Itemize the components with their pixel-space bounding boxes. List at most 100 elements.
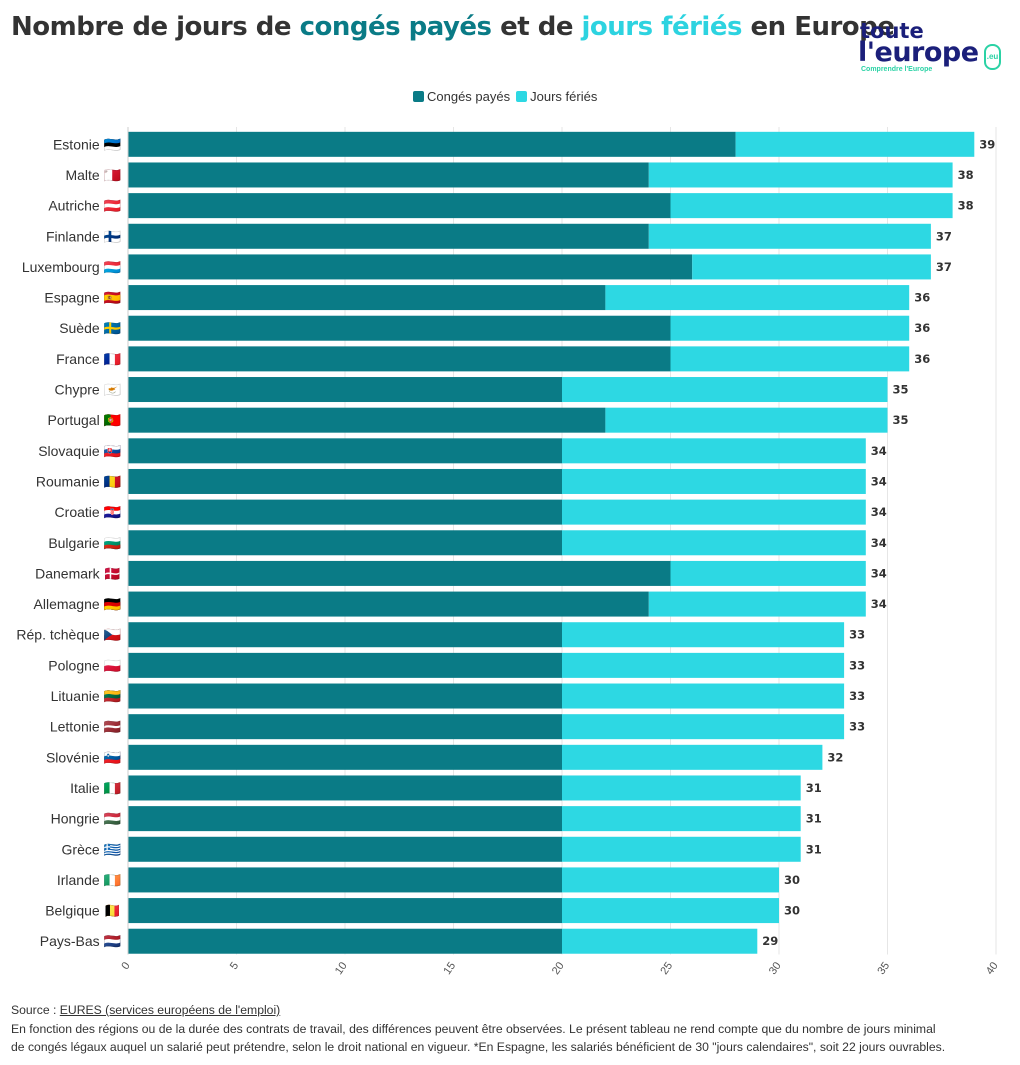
- bar-conges[interactable]: [128, 683, 562, 709]
- bar-feries[interactable]: [605, 407, 888, 433]
- logo-line1: toute: [860, 19, 924, 43]
- bar-feries[interactable]: [562, 438, 866, 464]
- bar-feries[interactable]: [670, 315, 910, 341]
- x-tick-label: 35: [875, 960, 892, 977]
- bar-feries[interactable]: [562, 652, 845, 678]
- bar-conges[interactable]: [128, 438, 562, 464]
- x-tick-label: 20: [550, 960, 567, 977]
- bar-feries[interactable]: [562, 622, 845, 648]
- bar-feries[interactable]: [670, 346, 910, 372]
- bar-conges[interactable]: [128, 867, 562, 893]
- bar-conges[interactable]: [128, 530, 562, 556]
- bar-feries[interactable]: [670, 193, 953, 219]
- category-label: Grèce 🇬🇷: [62, 841, 122, 857]
- bar-feries[interactable]: [605, 285, 910, 311]
- total-label: 38: [958, 168, 974, 182]
- bar-conges[interactable]: [128, 346, 671, 372]
- bar-conges[interactable]: [128, 254, 693, 280]
- bar-conges[interactable]: [128, 836, 562, 862]
- total-label: 33: [849, 720, 865, 734]
- bar-feries[interactable]: [562, 377, 888, 403]
- stacked-bar-chart: 0 5 10 15 20 25 30 35 40 39 Estonie 🇪🇪 38 Malte 🇲🇹 38…: [16, 127, 1001, 977]
- bar-feries[interactable]: [562, 468, 866, 494]
- bar-feries[interactable]: [562, 530, 866, 556]
- category-label: Portugal 🇵🇹: [48, 412, 122, 428]
- bar-feries[interactable]: [562, 775, 801, 801]
- x-tick-label: 5: [228, 960, 241, 972]
- bar-conges[interactable]: [128, 928, 562, 954]
- bar-conges[interactable]: [128, 131, 736, 157]
- category-label: Espagne 🇪🇸: [44, 290, 121, 306]
- title-accent-feries: jours fériés: [581, 12, 743, 42]
- bar-conges[interactable]: [128, 775, 562, 801]
- chart-title: Nombre de jours de congés payés et de jo…: [11, 12, 895, 42]
- bar-feries[interactable]: [562, 928, 758, 954]
- bar-conges[interactable]: [128, 315, 671, 341]
- category-label: Roumanie 🇷🇴: [36, 473, 122, 489]
- title-part1: Nombre de jours de: [11, 12, 300, 42]
- total-label: 34: [871, 505, 887, 519]
- total-label: 34: [871, 536, 887, 550]
- total-label: 36: [914, 291, 930, 305]
- bar-feries[interactable]: [562, 744, 823, 770]
- bar-feries[interactable]: [735, 131, 975, 157]
- bar-conges[interactable]: [128, 591, 649, 617]
- bar-feries[interactable]: [692, 254, 931, 280]
- legend-item-feries[interactable]: Jours fériés: [516, 89, 597, 104]
- bar-conges[interactable]: [128, 377, 562, 403]
- category-label: Bulgarie 🇧🇬: [48, 535, 121, 551]
- x-tick-label: 30: [767, 960, 784, 977]
- bar-conges[interactable]: [128, 714, 562, 740]
- bar-feries[interactable]: [648, 223, 931, 249]
- category-label: Irlande 🇮🇪: [57, 872, 122, 888]
- bar-feries[interactable]: [562, 499, 866, 525]
- total-label: 37: [936, 229, 952, 243]
- bar-conges[interactable]: [128, 806, 562, 832]
- total-label: 33: [849, 689, 865, 703]
- total-label: 32: [827, 750, 843, 764]
- source-link[interactable]: EURES (services européens de l'emploi): [59, 1003, 281, 1017]
- legend-item-conges[interactable]: Congés payés: [413, 89, 510, 104]
- bar-feries[interactable]: [562, 683, 845, 709]
- bar-feries[interactable]: [562, 867, 779, 893]
- title-accent-conges: congés payés: [299, 12, 492, 42]
- category-label: Finlande 🇫🇮: [46, 228, 122, 244]
- total-label: 30: [784, 904, 800, 918]
- category-label: Rép. tchèque 🇨🇿: [16, 627, 121, 643]
- bar-feries[interactable]: [648, 591, 866, 617]
- bar-conges[interactable]: [128, 468, 562, 494]
- bar-conges[interactable]: [128, 622, 562, 648]
- x-tick-label: 15: [441, 960, 458, 977]
- bar-conges[interactable]: [128, 193, 671, 219]
- category-label: Pologne 🇵🇱: [48, 657, 121, 673]
- toute-leurope-logo[interactable]: toute l'europe Comprendre l'Europe .eu: [858, 20, 1003, 80]
- bar-conges[interactable]: [128, 560, 671, 586]
- total-label: 31: [806, 842, 822, 856]
- bar-conges[interactable]: [128, 652, 562, 678]
- category-label: Pays-Bas 🇳🇱: [40, 933, 122, 949]
- bar-feries[interactable]: [648, 162, 953, 188]
- note-line-1: En fonction des régions ou de la durée d…: [11, 1021, 936, 1036]
- bar-conges[interactable]: [128, 162, 649, 188]
- bar-feries[interactable]: [562, 836, 801, 862]
- bar-feries[interactable]: [562, 806, 801, 832]
- bar-conges[interactable]: [128, 744, 562, 770]
- category-label: Hongrie 🇭🇺: [51, 811, 122, 827]
- bar-feries[interactable]: [562, 714, 845, 740]
- bar-conges[interactable]: [128, 407, 606, 433]
- bar-conges[interactable]: [128, 499, 562, 525]
- title-part3: en Europe: [741, 12, 895, 42]
- bar-conges[interactable]: [128, 223, 649, 249]
- note-line-2: de congés légaux auquel un salarié peut …: [11, 1040, 946, 1054]
- total-label: 30: [784, 873, 800, 887]
- bar-conges[interactable]: [128, 898, 562, 924]
- bar-feries[interactable]: [670, 560, 866, 586]
- category-label: Slovaquie 🇸🇰: [38, 443, 121, 459]
- total-label: 31: [806, 781, 822, 795]
- category-label: Croatie 🇭🇷: [55, 504, 122, 520]
- bar-feries[interactable]: [562, 898, 779, 924]
- category-label: Danemark 🇩🇰: [35, 565, 121, 581]
- category-label: Suède 🇸🇪: [59, 320, 121, 336]
- category-label: Chypre 🇨🇾: [55, 382, 122, 398]
- bar-conges[interactable]: [128, 285, 606, 311]
